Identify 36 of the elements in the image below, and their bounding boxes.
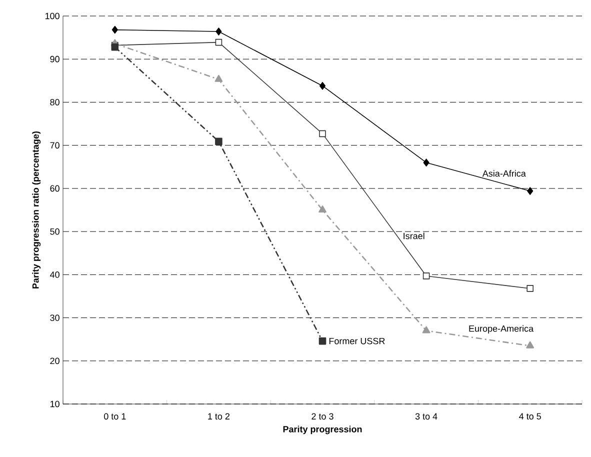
x-tick-label: 4 to 5: [519, 413, 541, 420]
point: [319, 130, 326, 138]
y-tick-label: 30: [50, 314, 60, 321]
y-tick-label: 90: [50, 56, 60, 62]
x-tick-label: 0 to 1: [104, 413, 126, 420]
x-axis-title: Parity progression: [283, 426, 362, 434]
point: [422, 272, 430, 280]
point: [318, 206, 326, 213]
series-label: Israel: [404, 232, 424, 240]
series-label: Former USSR: [329, 338, 385, 344]
point: [526, 285, 534, 292]
point: [216, 28, 222, 36]
y-tick-label: 60: [50, 185, 60, 192]
y-tick-label: 10: [50, 400, 60, 408]
point: [214, 74, 223, 82]
x-tick-label: 1 to 2: [208, 413, 230, 420]
y-tick-label: 40: [50, 271, 60, 278]
y-tick-label: 100: [45, 12, 60, 20]
series-label: Europe-America: [469, 325, 534, 334]
point: [423, 158, 430, 166]
y-tick-label: 50: [50, 228, 60, 235]
point: [215, 38, 222, 46]
point: [527, 187, 534, 195]
y-axis-title: Parity progression ratio (percentage): [32, 131, 41, 288]
y-tick-label: 20: [50, 358, 60, 364]
point: [422, 326, 430, 334]
x-tick-label: 3 to 4: [415, 413, 438, 420]
point: [112, 26, 118, 34]
y-tick-label: 70: [50, 142, 60, 149]
point: [215, 138, 222, 146]
x-tick-label: 2 to 3: [312, 413, 334, 420]
point: [319, 82, 326, 90]
point: [526, 341, 534, 348]
series-label: Asia-Africa: [482, 170, 526, 177]
point: [318, 337, 326, 345]
y-tick-label: 80: [50, 99, 60, 106]
